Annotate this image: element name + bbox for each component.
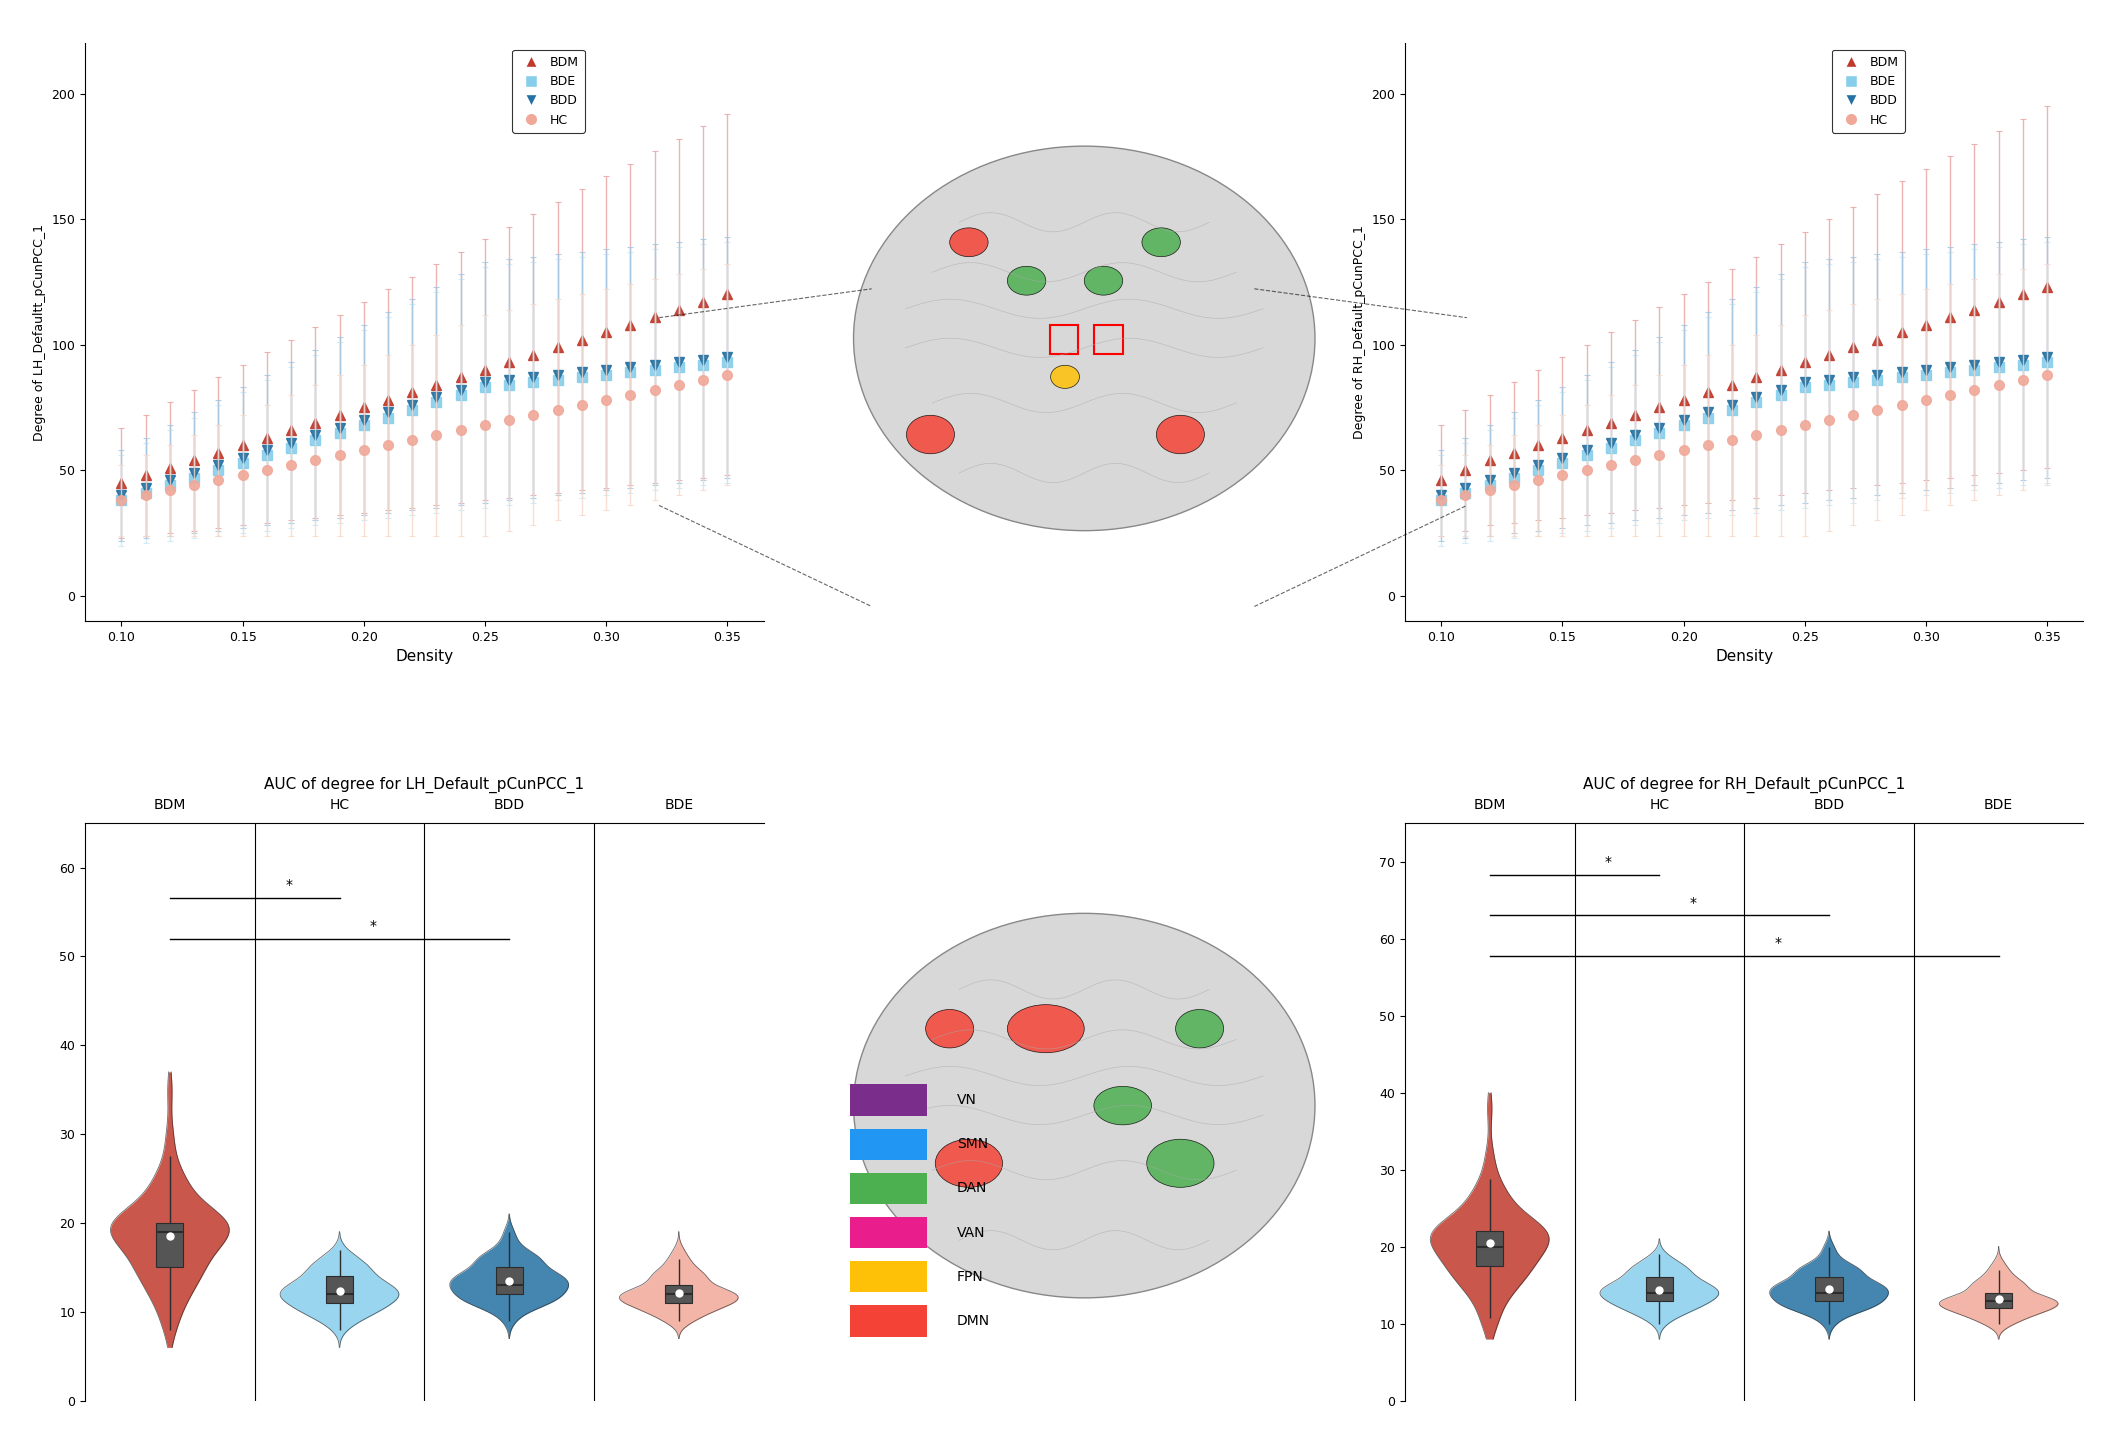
Bar: [1095, 325, 1123, 354]
Ellipse shape: [1176, 1009, 1225, 1048]
Ellipse shape: [1084, 266, 1123, 295]
Bar: [1816, 1278, 1843, 1301]
Y-axis label: Degree of LH_Defaultt_pCunPCC_1: Degree of LH_Defaultt_pCunPCC_1: [32, 224, 47, 440]
Bar: [1646, 1278, 1673, 1301]
Bar: [665, 1285, 693, 1302]
Text: VN: VN: [957, 1093, 976, 1108]
Bar: [850, 1173, 927, 1204]
Ellipse shape: [853, 914, 1316, 1298]
Ellipse shape: [925, 1009, 974, 1048]
Bar: [1986, 1292, 2011, 1308]
Ellipse shape: [853, 146, 1316, 530]
Text: *: *: [285, 878, 291, 892]
X-axis label: Density: Density: [395, 650, 453, 664]
Ellipse shape: [1050, 365, 1080, 388]
Ellipse shape: [1008, 266, 1046, 295]
Bar: [325, 1276, 353, 1302]
Text: BDE: BDE: [663, 797, 693, 812]
Text: DAN: DAN: [957, 1181, 986, 1196]
Ellipse shape: [935, 1139, 1003, 1187]
Bar: [495, 1268, 523, 1294]
Title: AUC of degree for LH_Default_pCunPCC_1: AUC of degree for LH_Default_pCunPCC_1: [264, 777, 585, 793]
Text: *: *: [1605, 855, 1612, 869]
Bar: [850, 1305, 927, 1337]
Ellipse shape: [1146, 1139, 1214, 1187]
Text: HC: HC: [330, 797, 349, 812]
Text: *: *: [370, 918, 376, 933]
Bar: [850, 1084, 927, 1116]
Y-axis label: Degree of RH_Default_pCunPCC_1: Degree of RH_Default_pCunPCC_1: [1352, 225, 1365, 439]
Text: BDE: BDE: [1984, 797, 2013, 812]
X-axis label: Density: Density: [1716, 650, 1773, 664]
Text: FPN: FPN: [957, 1269, 984, 1284]
Bar: [850, 1217, 927, 1248]
Legend: BDM, BDE, BDD, HC: BDM, BDE, BDD, HC: [1833, 49, 1905, 133]
Text: BDD: BDD: [1813, 797, 1845, 812]
Text: BDM: BDM: [153, 797, 187, 812]
Text: *: *: [1775, 936, 1782, 950]
Text: *: *: [1690, 895, 1697, 910]
Ellipse shape: [1095, 1086, 1152, 1125]
Bar: [850, 1261, 927, 1292]
Text: HC: HC: [1650, 797, 1669, 812]
Ellipse shape: [906, 416, 955, 453]
Text: DMN: DMN: [957, 1314, 991, 1328]
Text: VAN: VAN: [957, 1226, 984, 1239]
Text: BDD: BDD: [493, 797, 525, 812]
Bar: [1050, 325, 1078, 354]
Ellipse shape: [1142, 228, 1180, 257]
Ellipse shape: [1008, 1005, 1084, 1053]
Bar: [850, 1129, 927, 1160]
Title: AUC of degree for RH_Default_pCunPCC_1: AUC of degree for RH_Default_pCunPCC_1: [1584, 777, 1905, 793]
Legend: BDM, BDE, BDD, HC: BDM, BDE, BDD, HC: [512, 49, 585, 133]
Bar: [157, 1223, 183, 1268]
Ellipse shape: [1157, 416, 1205, 453]
Text: SMN: SMN: [957, 1138, 989, 1151]
Bar: [1475, 1232, 1503, 1266]
Text: BDM: BDM: [1473, 797, 1505, 812]
Ellipse shape: [950, 228, 989, 257]
